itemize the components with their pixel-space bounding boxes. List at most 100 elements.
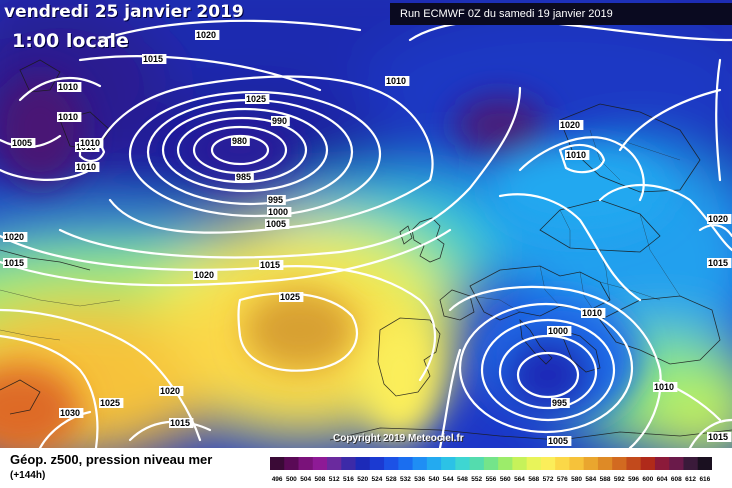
colour-swatch xyxy=(369,457,385,470)
colour-swatch xyxy=(512,457,528,470)
isobar-label-bg xyxy=(142,54,167,64)
isobar-label-bg xyxy=(193,270,218,280)
colour-swatch xyxy=(355,457,371,470)
colour-scale-tick: 508 xyxy=(314,476,325,483)
colour-scale: 496 500 504 508 512 516 520 524 528 532 536 540 544 5… xyxy=(270,457,712,483)
colour-scale-tick: 588 xyxy=(600,476,611,483)
isobar-label: 1020 xyxy=(4,232,24,242)
isobar-label: 1000 xyxy=(548,326,568,336)
colour-scale-tick: 616 xyxy=(699,476,710,483)
colour-scale-tick: 528 xyxy=(386,476,397,483)
isobar-label-bg xyxy=(159,386,184,396)
isobar-label: 1005 xyxy=(548,436,568,446)
isobar-label: 1010 xyxy=(582,308,602,318)
colour-scale-tick: 532 xyxy=(400,476,411,483)
colour-swatch xyxy=(669,457,684,470)
isobar-label-bg xyxy=(707,214,732,224)
colour-swatch xyxy=(555,457,570,470)
isobar-label-bg xyxy=(385,76,410,86)
colour-swatch xyxy=(469,457,485,470)
isobar-label: 1015 xyxy=(170,418,190,428)
isobar-labels: 1020 1015 1010 1010 1005 1010 1010 1010 990 980 98… xyxy=(3,30,732,446)
isobar-label-bg xyxy=(279,292,304,302)
colour-swatch xyxy=(412,457,428,470)
isobar-label-bg xyxy=(265,219,290,229)
isobar-label: 1005 xyxy=(266,219,286,229)
isobar-label: 1010 xyxy=(80,138,100,148)
colour-scale-tick: 536 xyxy=(414,476,425,483)
colour-scale-tick: 592 xyxy=(614,476,625,483)
isobar-label: 1030 xyxy=(60,408,80,418)
colour-swatch xyxy=(327,457,342,470)
isobar-label-bg xyxy=(547,326,572,336)
colour-scale-tick: 608 xyxy=(671,476,682,483)
isobar-label-bg xyxy=(11,138,36,148)
isobar-label-bg xyxy=(245,94,270,104)
colour-swatch xyxy=(312,457,328,470)
isobar-label: 1010 xyxy=(654,382,674,392)
colour-scale-tick: 568 xyxy=(528,476,539,483)
isobar-label-bg xyxy=(57,112,82,122)
colour-scale-tick: 500 xyxy=(286,476,297,483)
isobar-label-bg xyxy=(581,308,606,318)
colour-scale-tick: 584 xyxy=(585,476,596,483)
colour-scale-tick: 504 xyxy=(300,476,311,483)
colour-scale-tick: 580 xyxy=(571,476,582,483)
isobar-label: 980 xyxy=(232,136,247,146)
isobar-label: 995 xyxy=(268,195,283,205)
isobar-label: 1025 xyxy=(100,398,120,408)
isobar-label: 1020 xyxy=(708,214,728,224)
isobar-label: 1010 xyxy=(566,150,586,160)
colour-swatch xyxy=(540,457,556,470)
isobar-label-bg xyxy=(235,172,254,182)
isobar-label: 1015 xyxy=(143,54,163,64)
isobar-label: 1010 xyxy=(76,162,96,172)
colour-swatch xyxy=(455,457,471,470)
colour-swatch xyxy=(426,457,442,470)
parameter-label: Géop. z500, pression niveau mer xyxy=(10,452,213,467)
isobar-label-bg xyxy=(267,207,292,217)
colour-scale-tick: 564 xyxy=(514,476,525,483)
isobar-label: 1020 xyxy=(194,270,214,280)
colour-scale-tick: 540 xyxy=(429,476,440,483)
geopotential-pressure-map: 1020 1015 1010 1010 1005 1010 1010 1010 990 980 98… xyxy=(0,0,732,448)
colour-swatch xyxy=(341,457,357,470)
isobar-label: 1005 xyxy=(12,138,32,148)
colour-swatch xyxy=(526,457,542,470)
isobar-label-bg xyxy=(707,432,732,442)
colour-swatch xyxy=(697,457,712,470)
isobar-label: 1015 xyxy=(260,260,280,270)
isobar-label: 1015 xyxy=(708,258,728,268)
colour-scale-tick: 572 xyxy=(543,476,554,483)
z500-colour-field xyxy=(0,0,732,448)
colour-swatch xyxy=(441,457,456,470)
isobar-label-bg xyxy=(75,162,100,172)
colour-swatch xyxy=(640,457,656,470)
colour-scale-tick: 552 xyxy=(471,476,482,483)
isobar-label-bg xyxy=(3,232,28,242)
isobar-label-bg xyxy=(59,408,84,418)
isobar-label: 985 xyxy=(236,172,251,182)
colour-scale-tick: 600 xyxy=(642,476,653,483)
isobar-label-bg xyxy=(707,258,732,268)
isobar-label: 1000 xyxy=(268,207,288,217)
colour-scale-tick: 548 xyxy=(457,476,468,483)
forecast-time: 1:00 locale xyxy=(12,30,129,52)
isobar-label-bg xyxy=(271,116,290,126)
isobar-label-bg xyxy=(195,30,220,40)
isobar-label-bg xyxy=(559,120,584,130)
isobar-label: 1010 xyxy=(58,82,78,92)
isobar-label: 1010 xyxy=(386,76,406,86)
isobar-label: 1020 xyxy=(160,386,180,396)
colour-swatch xyxy=(270,457,285,470)
coastlines xyxy=(0,59,732,441)
isobar-label-bg xyxy=(79,138,104,148)
colour-swatch xyxy=(583,457,599,470)
colour-swatch xyxy=(398,457,414,470)
colour-scale-tick: 524 xyxy=(372,476,383,483)
colour-swatch xyxy=(483,457,499,470)
colour-scale-tick: 604 xyxy=(657,476,668,483)
isobar-label-bg xyxy=(267,195,286,205)
colour-scale-tick: 496 xyxy=(272,476,283,483)
isobar-label: 1020 xyxy=(560,120,580,130)
